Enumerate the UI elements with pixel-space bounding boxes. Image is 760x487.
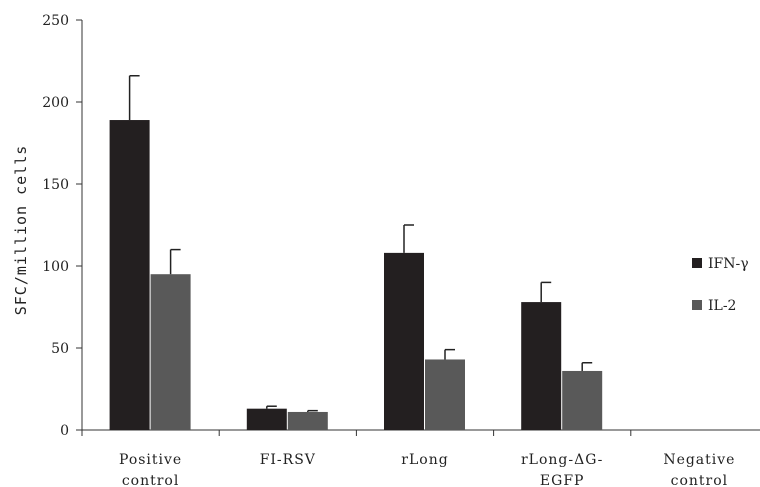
y-tick-label: 200 <box>42 95 69 111</box>
bar-il-2 <box>425 359 465 430</box>
bar-il-2 <box>150 274 191 430</box>
x-category-label: FI-RSV <box>260 452 316 468</box>
x-category-label: EGFP <box>540 473 585 487</box>
x-category-label: rLong-ΔG- <box>521 452 603 468</box>
y-axis-label: SFC/million cells <box>12 145 30 316</box>
axis-labels: SFC/million cells Positive control FI-RSV rL… <box>12 145 735 487</box>
bar-il-2 <box>562 370 603 430</box>
x-category-label: Negative <box>663 452 735 468</box>
bar-ifn-gamma <box>109 120 150 430</box>
error-bars <box>128 75 593 412</box>
bar-ifn-gamma <box>384 252 424 430</box>
x-category-label: control <box>122 473 180 487</box>
x-category-label: control <box>671 473 729 487</box>
bar-ifn-gamma <box>246 408 287 430</box>
y-tick-label: 0 <box>60 423 69 439</box>
x-category-label: Positive <box>119 452 182 468</box>
legend-swatch <box>692 258 702 268</box>
legend-label: IFN-γ <box>708 256 749 272</box>
y-tick-label: 100 <box>42 259 69 275</box>
x-category-label: rLong <box>401 452 448 468</box>
y-tick-label: 250 <box>42 13 69 29</box>
y-tick-label: 50 <box>51 341 69 357</box>
bar-ifn-gamma <box>521 302 562 430</box>
legend-swatch <box>692 300 702 310</box>
bar-il-2 <box>287 411 328 430</box>
bars <box>109 120 603 430</box>
y-tick-label: 150 <box>42 177 69 193</box>
legend-label: IL-2 <box>708 298 736 314</box>
legend: IFN-γ IL-2 <box>692 256 749 314</box>
